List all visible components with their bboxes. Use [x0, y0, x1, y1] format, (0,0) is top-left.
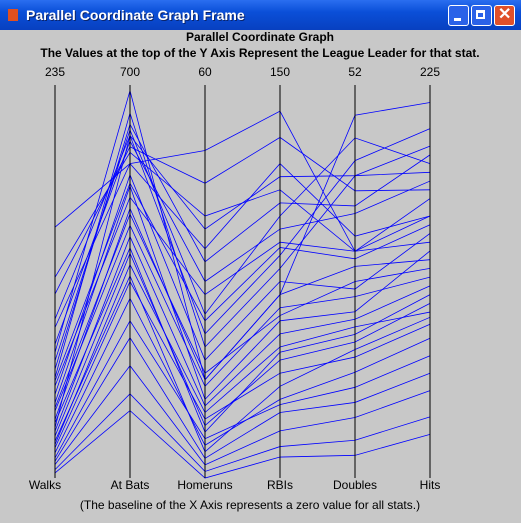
data-line [54, 235, 431, 432]
data-line [54, 336, 431, 462]
data-line [54, 128, 431, 362]
data-line [54, 297, 431, 454]
chart-note: (The baseline of the X Axis represents a… [80, 498, 420, 512]
data-line [54, 134, 431, 320]
data-line [54, 89, 431, 381]
data-line [54, 393, 431, 472]
data-line [54, 224, 431, 412]
data-line [54, 252, 431, 437]
chart-title: Parallel Coordinate Graph [186, 30, 334, 44]
close-button[interactable]: ✕ [494, 5, 515, 26]
data-line [54, 111, 431, 378]
app-icon [8, 9, 18, 21]
axis-max-label: 60 [198, 65, 212, 79]
data-line [54, 136, 431, 295]
axis-name: Homeruns [177, 478, 232, 492]
axis-name: Hits [420, 478, 441, 492]
data-line [54, 320, 431, 459]
data-line [54, 182, 431, 382]
data-line [54, 365, 431, 466]
axis-max-label: 700 [120, 65, 140, 79]
chart-subtitle: The Values at the top of the Y Axis Repr… [40, 46, 479, 60]
minimize-button[interactable] [448, 5, 469, 26]
title-bar: Parallel Coordinate Graph Frame ✕ [0, 0, 521, 30]
data-line [54, 246, 431, 433]
axis-max-label: 225 [420, 65, 440, 79]
axis-name: Doubles [333, 478, 377, 492]
axis-name: At Bats [111, 478, 150, 492]
axis-max-label: 150 [270, 65, 290, 79]
data-line [54, 184, 431, 403]
window-title: Parallel Coordinate Graph Frame [26, 7, 245, 23]
chart: Parallel Coordinate Graph The Values at … [29, 30, 480, 512]
data-line [54, 274, 431, 453]
axis-max-label: 52 [348, 65, 362, 79]
axis-name: Walks [29, 478, 61, 492]
data-line [54, 263, 431, 445]
data-line [54, 151, 431, 278]
data-line [54, 213, 431, 408]
data-line [54, 280, 431, 449]
axis-max-label: 235 [45, 65, 65, 79]
data-line [54, 196, 431, 387]
data-line [54, 162, 431, 328]
data-line [54, 110, 431, 252]
maximize-button[interactable] [471, 5, 492, 26]
data-line [54, 140, 431, 345]
data-line [54, 128, 431, 428]
axis-name: RBIs [267, 478, 293, 492]
data-line [54, 173, 431, 395]
data-line [54, 410, 431, 479]
